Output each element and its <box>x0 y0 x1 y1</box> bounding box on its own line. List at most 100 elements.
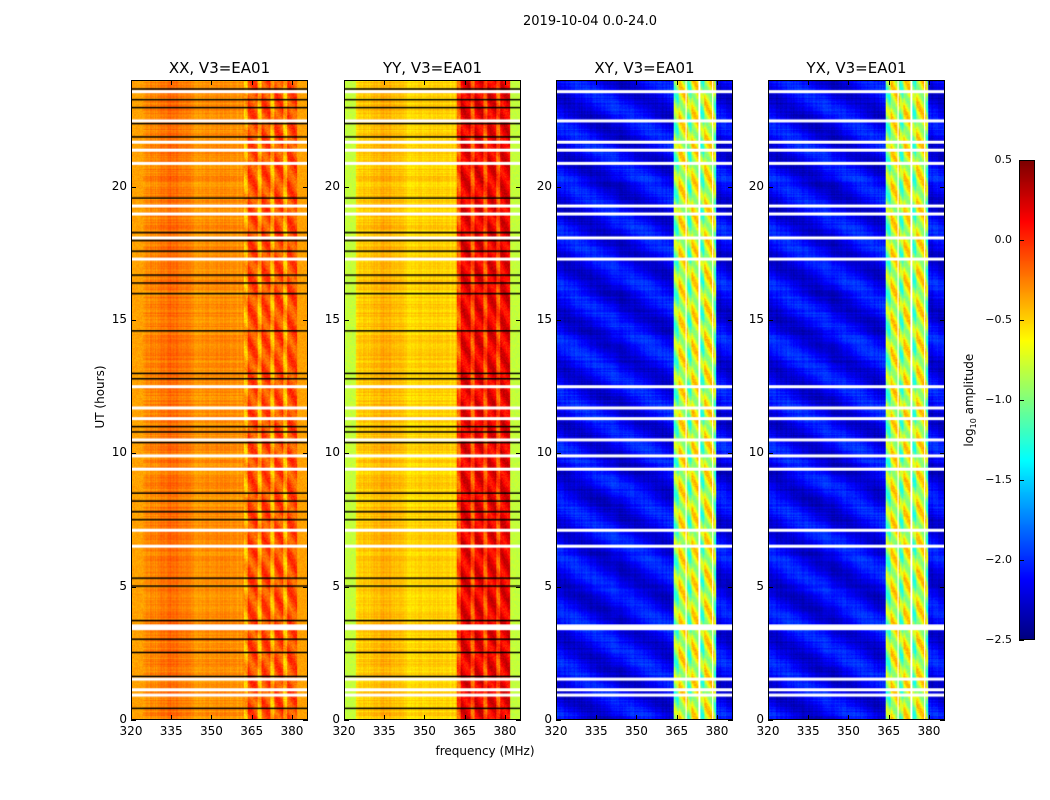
y-tick-mark <box>940 453 945 455</box>
x-tick-mark <box>676 80 678 85</box>
y-tick-mark <box>303 720 308 721</box>
x-tick-mark <box>768 80 769 85</box>
x-tick-mark <box>888 80 890 85</box>
colorbar-tick-label: −1.5 <box>985 473 1012 486</box>
x-tick-mark <box>384 80 386 85</box>
x-tick-label: 380 <box>493 724 517 738</box>
panel-title: XY, V3=EA01 <box>594 59 695 77</box>
y-tick-label: 10 <box>536 445 552 460</box>
x-tick-label: 335 <box>584 724 608 738</box>
panel-title: YY, V3=EA01 <box>382 59 483 77</box>
y-tick-mark <box>516 453 521 455</box>
x-tick-label: 380 <box>917 724 941 738</box>
y-tick-label: 15 <box>324 312 340 326</box>
y-tick-mark <box>940 720 945 721</box>
x-tick-label: 350 <box>413 724 436 738</box>
x-tick-mark <box>291 80 293 85</box>
y-tick-mark <box>556 320 561 321</box>
y-tick-mark <box>131 453 136 455</box>
x-tick-mark <box>344 80 345 85</box>
heatmap-panel: XY, V3=EA01 <box>556 59 733 720</box>
y-tick-mark <box>131 586 136 588</box>
y-tick-mark <box>344 586 349 588</box>
x-tick-mark <box>131 80 132 85</box>
y-tick-mark <box>728 320 733 321</box>
x-tick-label: 320 <box>544 724 568 738</box>
colorbar-tick-mark <box>1019 480 1024 481</box>
x-tick-label: 335 <box>796 724 820 738</box>
x-tick-mark <box>808 80 810 85</box>
x-tick-mark <box>464 715 466 720</box>
x-tick-mark <box>171 715 173 720</box>
y-tick-mark <box>768 320 773 321</box>
x-tick-mark <box>676 715 678 720</box>
x-tick-mark <box>171 80 173 85</box>
x-tick-mark <box>888 715 890 720</box>
y-tick-mark <box>728 720 733 721</box>
x-tick-mark <box>716 715 718 720</box>
y-tick-mark <box>940 186 945 188</box>
x-tick-mark <box>636 80 638 85</box>
y-tick-mark <box>303 453 308 455</box>
y-tick-mark <box>768 453 773 455</box>
x-tick-mark <box>384 715 386 720</box>
y-tick-label: 20 <box>748 178 764 193</box>
y-tick-mark <box>768 720 773 721</box>
x-tick-label: 365 <box>877 724 901 738</box>
colorbar-tick-label: 0.0 <box>994 233 1013 246</box>
x-tick-mark <box>504 715 506 720</box>
x-tick-mark <box>768 715 769 720</box>
heatmap-image <box>345 81 520 719</box>
y-tick-label: 10 <box>111 445 127 460</box>
y-tick-label: 15 <box>111 312 127 326</box>
y-tick-label: 10 <box>324 445 340 460</box>
colorbar-tick-mark <box>1019 560 1024 561</box>
x-tick-label: 335 <box>372 724 396 738</box>
y-tick-label: 5 <box>544 578 552 593</box>
heatmap-image <box>769 81 944 719</box>
x-tick-mark <box>848 80 850 85</box>
colorbar-tick-mark <box>1019 160 1024 161</box>
x-tick-mark <box>131 715 132 720</box>
y-tick-mark <box>131 720 136 721</box>
y-tick-label: 20 <box>324 178 340 193</box>
x-tick-label: 350 <box>625 724 648 738</box>
x-tick-label: 320 <box>332 724 356 738</box>
panel-title: XX, V3=EA01 <box>168 59 271 77</box>
heatmap-panel: YX, V3=EA01 <box>768 59 945 720</box>
x-tick-mark <box>211 715 213 720</box>
x-tick-mark <box>596 715 598 720</box>
y-tick-label: 10 <box>748 445 764 460</box>
y-tick-mark <box>728 453 733 455</box>
x-tick-label: 380 <box>705 724 729 738</box>
y-tick-mark <box>556 720 561 721</box>
y-tick-mark <box>940 586 945 588</box>
colorbar-tick-label: −1.0 <box>985 393 1012 406</box>
y-tick-mark <box>303 186 308 188</box>
x-tick-mark <box>291 715 293 720</box>
y-tick-label: 0 <box>544 712 552 726</box>
colorbar-tick-label: −2.5 <box>985 633 1012 646</box>
y-tick-mark <box>728 586 733 588</box>
x-tick-mark <box>848 715 850 720</box>
y-tick-mark <box>556 453 561 455</box>
x-tick-label: 350 <box>837 724 860 738</box>
y-tick-mark <box>303 586 308 588</box>
colorbar-tick-label: −2.0 <box>985 553 1012 566</box>
x-tick-mark <box>424 715 426 720</box>
x-tick-mark <box>504 80 506 85</box>
y-tick-mark <box>131 320 136 321</box>
x-tick-mark <box>928 715 930 720</box>
y-tick-label: 0 <box>119 712 127 726</box>
heatmap-panel: YY, V3=EA01 <box>344 59 521 720</box>
y-tick-mark <box>728 186 733 188</box>
y-tick-label: 15 <box>748 312 764 326</box>
x-tick-mark <box>556 80 557 85</box>
x-tick-label: 365 <box>453 724 477 738</box>
x-tick-mark <box>251 715 253 720</box>
y-tick-mark <box>556 186 561 188</box>
y-tick-label: 5 <box>756 578 764 593</box>
x-tick-mark <box>211 80 213 85</box>
x-tick-mark <box>344 715 345 720</box>
